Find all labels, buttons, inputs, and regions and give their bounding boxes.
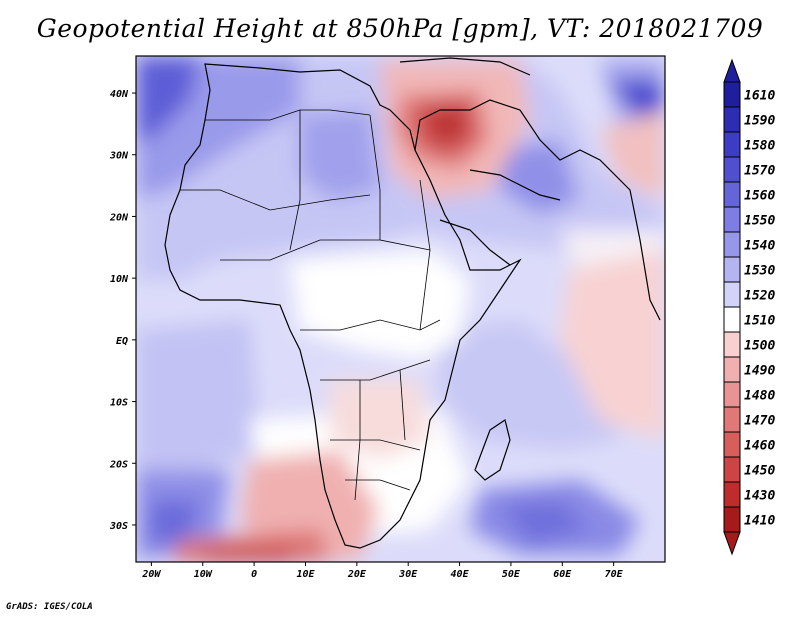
- chart-title: Geopotential Height at 850hPa [gpm], VT:…: [36, 14, 764, 43]
- colorbar-label: 1530: [744, 264, 775, 279]
- y-tick-label: 30N: [109, 151, 129, 162]
- x-tick-label: 10E: [296, 569, 315, 580]
- x-tick-label: 60E: [553, 569, 572, 580]
- colorbar-label: 1490: [744, 364, 775, 379]
- colorbar-swatch: [723, 206, 741, 233]
- colorbar-label: 1590: [744, 114, 775, 129]
- colorbar-swatch: [723, 81, 741, 108]
- x-tick-label: 70E: [605, 569, 624, 580]
- x-tick-label: 30E: [398, 569, 418, 580]
- y-axis: 40N 30N 20N 10N EQ 10S 20S 30S: [109, 89, 136, 532]
- colorbar-swatch: [723, 431, 741, 458]
- colorbar-swatch: [723, 181, 741, 208]
- y-tick-label: EQ: [116, 336, 128, 347]
- colorbar-label: 1570: [744, 164, 775, 179]
- colorbar-label: 1460: [744, 439, 775, 454]
- colorbar-top-arrow: [723, 58, 741, 83]
- colorbar-swatch: [723, 306, 741, 333]
- coastlines: [164, 57, 661, 549]
- colorbar-label: 1540: [744, 239, 775, 254]
- plot-frame: [135, 55, 666, 563]
- software-credit: GrADS: IGES/COLA: [6, 602, 93, 612]
- y-tick-label: 30S: [109, 521, 128, 532]
- x-tick-label: 50E: [502, 569, 521, 580]
- y-tick-label: 10N: [110, 274, 129, 285]
- y-tick-label: 40N: [110, 89, 129, 100]
- y-tick-label: 20N: [109, 212, 129, 223]
- colorbar-label: 1410: [744, 514, 775, 529]
- colorbar-label: 1520: [744, 289, 775, 304]
- x-tick-label: 0: [251, 569, 257, 580]
- y-tick-label: 20S: [109, 459, 128, 470]
- colorbar-label: 1580: [744, 139, 775, 154]
- colorbar-label: 1550: [744, 214, 775, 229]
- colorbar-label: 1610: [744, 89, 775, 104]
- colorbar-bottom-arrow: [723, 531, 741, 556]
- colorbar-label: 1500: [744, 339, 775, 354]
- colorbar-swatch: [723, 356, 741, 383]
- x-axis: 20W 10W 0 10E 20E 30E 40E 50E 60E 70E: [141, 562, 624, 580]
- x-tick-label: 20E: [347, 569, 367, 580]
- height-field: [136, 56, 665, 562]
- colorbar-label: 1510: [744, 314, 775, 329]
- x-tick-label: 10W: [194, 569, 213, 580]
- colorbar-swatch: [723, 106, 741, 133]
- colorbar-swatch: [723, 256, 741, 283]
- colorbar-swatch: [723, 506, 741, 533]
- colorbar-label: 1470: [744, 414, 775, 429]
- colorbar-swatch: [723, 331, 741, 358]
- colorbar-label: 1480: [744, 389, 775, 404]
- borders: [180, 109, 441, 501]
- colorbar-swatch: [723, 381, 741, 408]
- colorbar-label: 1560: [744, 189, 775, 204]
- y-tick-label: 10S: [110, 398, 128, 409]
- colorbar-swatch: [723, 156, 741, 183]
- colorbar-swatch: [723, 281, 741, 308]
- colorbar-label: 1430: [744, 489, 775, 504]
- colorbar-swatch: [723, 481, 741, 508]
- x-tick-label: 40E: [451, 569, 470, 580]
- colorbar-swatch: [723, 131, 741, 158]
- colorbar-swatch: [723, 456, 741, 483]
- colorbar: 1610 1590 1580 1570 1560 1550 1540 1530 1520 1510…: [723, 58, 775, 556]
- colorbar-swatch: [723, 406, 741, 433]
- colorbar-label: 1450: [744, 464, 775, 479]
- colorbar-swatch: [723, 231, 741, 258]
- x-tick-label: 20W: [141, 569, 161, 580]
